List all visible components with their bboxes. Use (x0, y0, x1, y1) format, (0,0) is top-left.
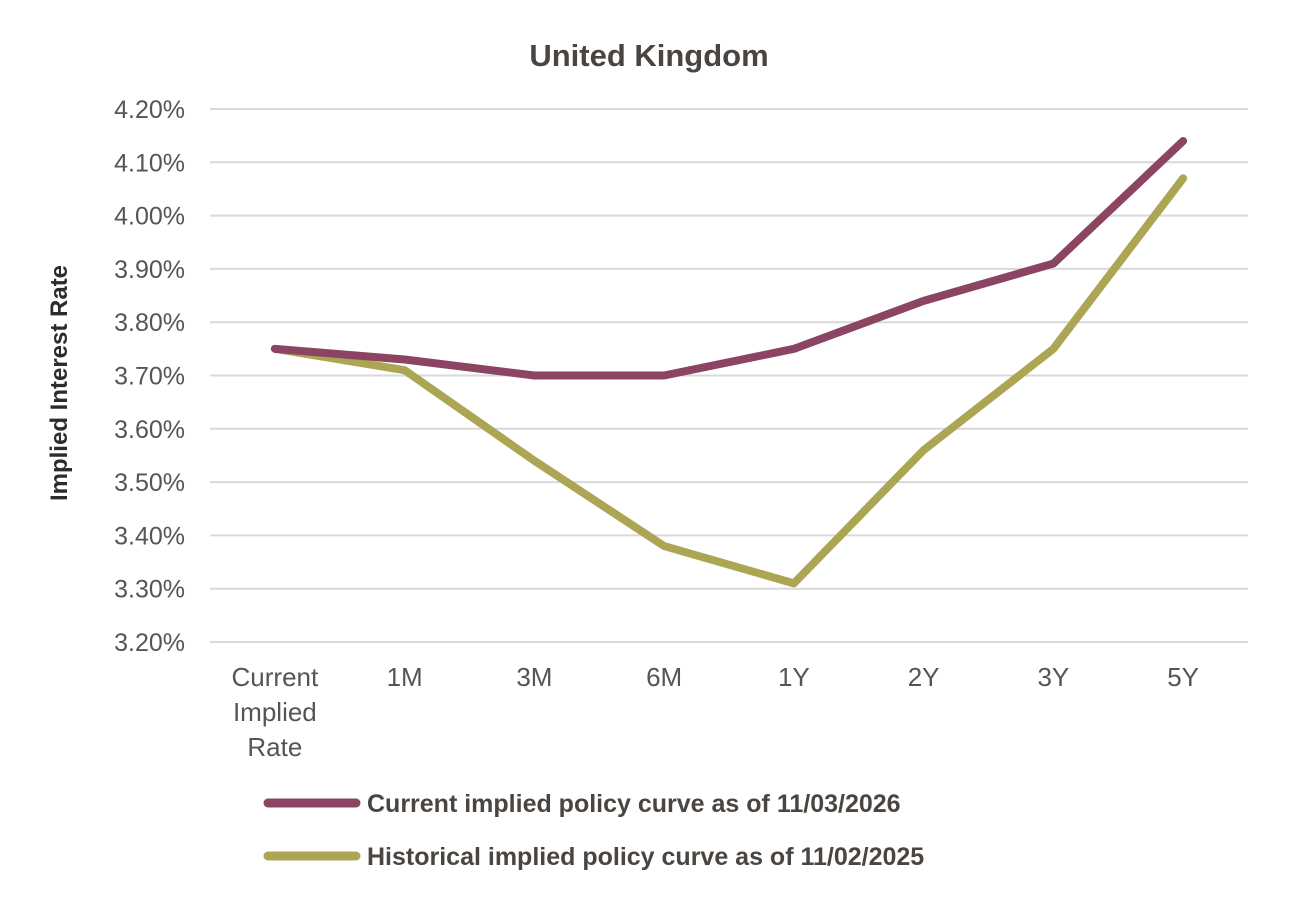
legend-label-historical: Historical implied policy curve as of 11… (367, 843, 924, 871)
x-tick-label: Current Implied Rate (232, 662, 319, 762)
x-tick-label: 1Y (778, 662, 810, 692)
x-tick-label: 1M (387, 662, 423, 692)
y-tick-label: 3.30% (114, 576, 185, 604)
y-tick-label: 3.50% (114, 469, 185, 497)
x-axis-ticks: Current Implied Rate 1M 3M 6M 1Y 2Y 3Y 5Y (232, 662, 1200, 762)
x-tick-label: 3Y (1037, 662, 1069, 692)
series-line-current (270, 136, 1188, 380)
x-tick-label: 6M (646, 662, 682, 692)
y-tick-label: 3.20% (114, 629, 185, 657)
y-tick-label: 4.20% (114, 96, 185, 124)
legend: Current implied policy curve as of 11/03… (263, 790, 924, 871)
x-tick-label: 3M (516, 662, 552, 692)
series-lines (270, 136, 1188, 588)
x-tick-label: 2Y (908, 662, 940, 692)
y-tick-label: 3.40% (114, 522, 185, 550)
y-tick-label: 3.60% (114, 416, 185, 444)
chart-title: United Kingdom (529, 38, 768, 73)
y-tick-label: 4.10% (114, 149, 185, 177)
gridlines (210, 108, 1248, 643)
legend-label-current: Current implied policy curve as of 11/03… (367, 790, 901, 818)
y-axis-label: Implied Interest Rate (46, 265, 73, 501)
series-line-historical (270, 174, 1188, 588)
y-axis-ticks: 3.20% 3.30% 3.40% 3.50% 3.60% 3.70% 3.80% 3.90%… (114, 96, 185, 657)
y-tick-label: 4.00% (114, 203, 185, 231)
y-tick-label: 3.70% (114, 363, 185, 391)
x-tick-label: 5Y (1167, 662, 1199, 692)
y-tick-label: 3.80% (114, 309, 185, 337)
y-tick-label: 3.90% (114, 256, 185, 284)
